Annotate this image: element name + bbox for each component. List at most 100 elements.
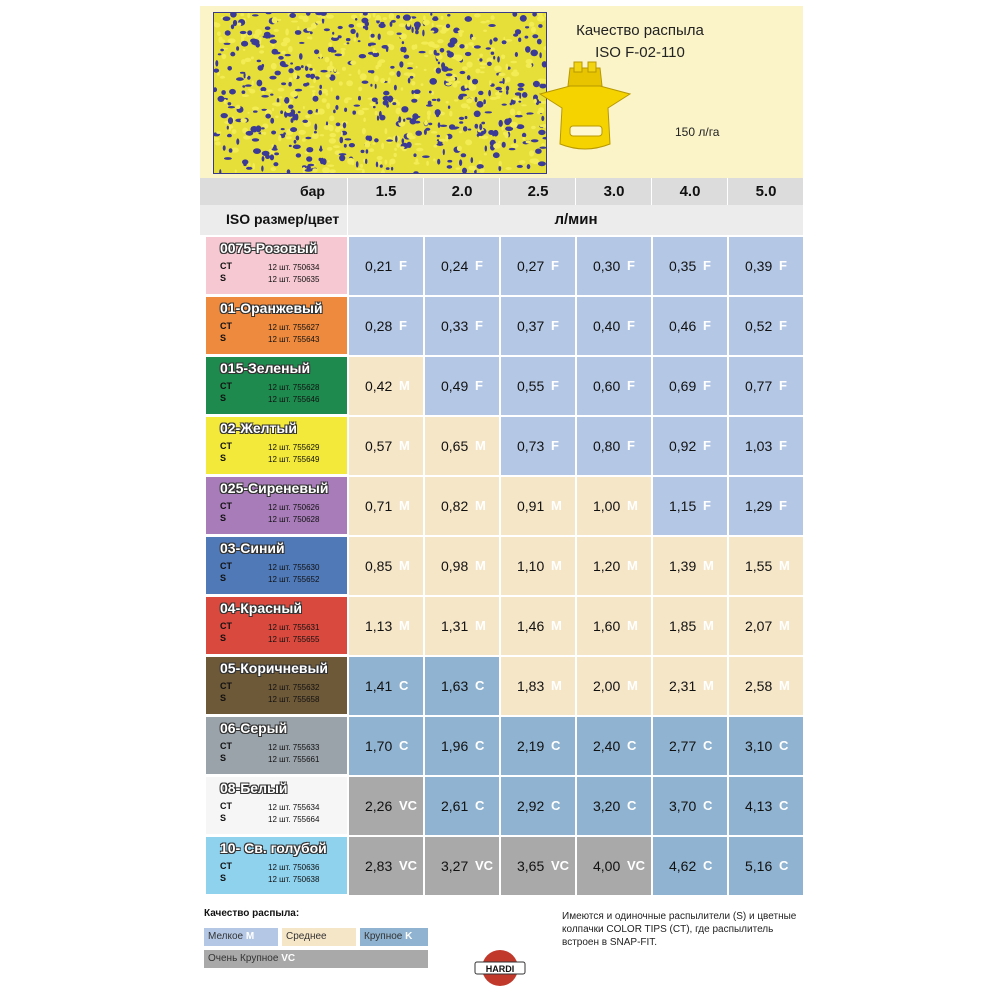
bar-label: бар: [300, 183, 325, 199]
flow-rate-value: 0,46: [669, 318, 697, 334]
flow-rate-value: 0,24: [441, 258, 469, 274]
flow-rate-value: 1,03: [745, 438, 773, 454]
flow-rate-cell: 0,37 F: [499, 295, 575, 355]
flow-rate-value: 1,20: [593, 558, 621, 574]
spray-quality-code: VC: [627, 858, 646, 873]
nozzle-size-label: 05-Коричневый CT 12 шт. 755632 S 12 шт. 7556…: [206, 657, 347, 714]
s-label: S: [220, 513, 227, 523]
spray-quality-code: M: [627, 678, 638, 693]
ct-label: CT: [220, 801, 232, 811]
flow-rate-cell: 0,71 M: [347, 475, 423, 535]
s-label: S: [220, 753, 227, 763]
nozzle-size-label: 0075-Розовый CT 12 шт. 750634 S 12 шт. 75063…: [206, 237, 347, 294]
flow-rate-cell: 0,33 F: [423, 295, 499, 355]
table-row: 04-Красный CT 12 шт. 755631 S 12 шт. 755655 1…: [200, 595, 803, 655]
flow-rate-value: 0,27: [517, 258, 545, 274]
pressure-header-cell: 3.0: [575, 178, 652, 205]
flow-rate-value: 1,83: [517, 678, 545, 694]
nozzle-size-label: 08-Белый CT 12 шт. 755634 S 12 шт. 755664: [206, 777, 347, 834]
spray-quality-code: VC: [399, 798, 418, 813]
spray-quality-code: C: [627, 738, 637, 753]
spray-quality-code: M: [779, 558, 790, 573]
spray-quality-code: C: [475, 738, 485, 753]
flow-rate-cell: 3,10 C: [727, 715, 803, 775]
s-label: S: [220, 573, 227, 583]
flow-rate-value: 0,39: [745, 258, 773, 274]
legend-fine-label: Мелкое: [208, 931, 244, 942]
spray-quality-code: VC: [551, 858, 570, 873]
s-code: 12 шт. 755661: [268, 755, 320, 764]
flow-rate-value: 2,07: [745, 618, 773, 634]
flow-rate-cell: 2,26 VC: [347, 775, 423, 835]
flow-rate-cell: 1,96 C: [423, 715, 499, 775]
spray-quality-code: F: [551, 378, 559, 393]
spray-quality-code: F: [551, 258, 559, 273]
flow-rate-value: 2,92: [517, 798, 545, 814]
spray-quality-code: F: [475, 258, 483, 273]
legend-medium: Среднее: [282, 928, 356, 946]
flow-rate-value: 0,57: [365, 438, 393, 454]
spray-quality-code: F: [779, 378, 787, 393]
flow-rate-value: 0,35: [669, 258, 697, 274]
flow-rate-cell: 1,15 F: [651, 475, 727, 535]
ct-label: CT: [220, 441, 232, 451]
flow-rate-cell: 1,31 M: [423, 595, 499, 655]
spray-quality-code: M: [399, 558, 410, 573]
flow-rate-cell: 2,83 VC: [347, 835, 423, 895]
flow-rate-cell: 2,00 M: [575, 655, 651, 715]
nozzle-icon: [530, 58, 640, 163]
legend-medium-label: Среднее: [286, 931, 327, 942]
flow-rate-cell: 0,73 F: [499, 415, 575, 475]
logo-text: HARDI: [486, 964, 515, 974]
flow-rate-value: 0,30: [593, 258, 621, 274]
s-code: 12 шт. 755664: [268, 815, 320, 824]
flow-rate-cell: 0,42 M: [347, 355, 423, 415]
spray-quality-code: F: [703, 438, 711, 453]
flow-rate-value: 1,46: [517, 618, 545, 634]
flow-rate-cell: 2,40 C: [575, 715, 651, 775]
flow-rate-cell: 0,85 M: [347, 535, 423, 595]
spray-quality-title: Качество распыла ISO F-02-110: [540, 20, 740, 64]
spray-quality-code: C: [475, 678, 485, 693]
nozzle-size-label: 025-Сиреневый CT 12 шт. 750626 S 12 шт. 7506…: [206, 477, 347, 534]
flow-rate-value: 1,15: [669, 498, 697, 514]
flow-rate-cell: 0,91 M: [499, 475, 575, 535]
spray-quality-code: F: [703, 378, 711, 393]
flow-rate-value: 1,60: [593, 618, 621, 634]
legend-coarse-code: K: [405, 931, 413, 942]
spray-quality-code: C: [551, 738, 561, 753]
ct-code: 12 шт. 755628: [268, 383, 320, 392]
flow-rate-value: 0,37: [517, 318, 545, 334]
flow-rate-value: 0,71: [365, 498, 393, 514]
flow-rate-cell: 0,24 F: [423, 235, 499, 295]
flow-rate-cell: 1,29 F: [727, 475, 803, 535]
flow-rate-value: 0,49: [441, 378, 469, 394]
unit-label: л/мин: [347, 205, 804, 235]
flow-rate-cell: 1,13 M: [347, 595, 423, 655]
flow-rate-cell: 1,46 M: [499, 595, 575, 655]
legend-coarse: Крупное K: [360, 928, 428, 946]
nozzle-size-label: 03-Синий CT 12 шт. 755630 S 12 шт. 755652: [206, 537, 347, 594]
pressure-header-row: бар 1.5 2.0 2.5 3.0 4.0 5.0: [200, 178, 803, 205]
flow-rate-value: 1,39: [669, 558, 697, 574]
spray-quality-code: C: [399, 738, 409, 753]
flow-rate-cell: 1,41 C: [347, 655, 423, 715]
spray-quality-code: M: [475, 558, 486, 573]
table-row: 025-Сиреневый CT 12 шт. 750626 S 12 шт. 7506…: [200, 475, 803, 535]
ct-code: 12 шт. 755633: [268, 743, 320, 752]
pressure-header-cell: 2.0: [423, 178, 500, 205]
ct-label: CT: [220, 501, 232, 511]
spray-quality-code: M: [779, 678, 790, 693]
ct-label: CT: [220, 321, 232, 331]
s-code: 12 шт. 755652: [268, 575, 320, 584]
pressure-header-cell: 1.5: [347, 178, 424, 205]
spray-quality-code: C: [779, 798, 789, 813]
flow-rate-value: 2,58: [745, 678, 773, 694]
flow-rate-value: 2,19: [517, 738, 545, 754]
title-line2: ISO F-02-110: [595, 44, 685, 61]
table-row: 01-Оранжевый CT 12 шт. 755627 S 12 шт. 75564…: [200, 295, 803, 355]
legend-fine-code: M: [245, 931, 255, 942]
iso-size-color-label: ISO размер/цвет: [226, 211, 340, 227]
flow-rate-cell: 0,46 F: [651, 295, 727, 355]
flow-rate-cell: 4,62 C: [651, 835, 727, 895]
